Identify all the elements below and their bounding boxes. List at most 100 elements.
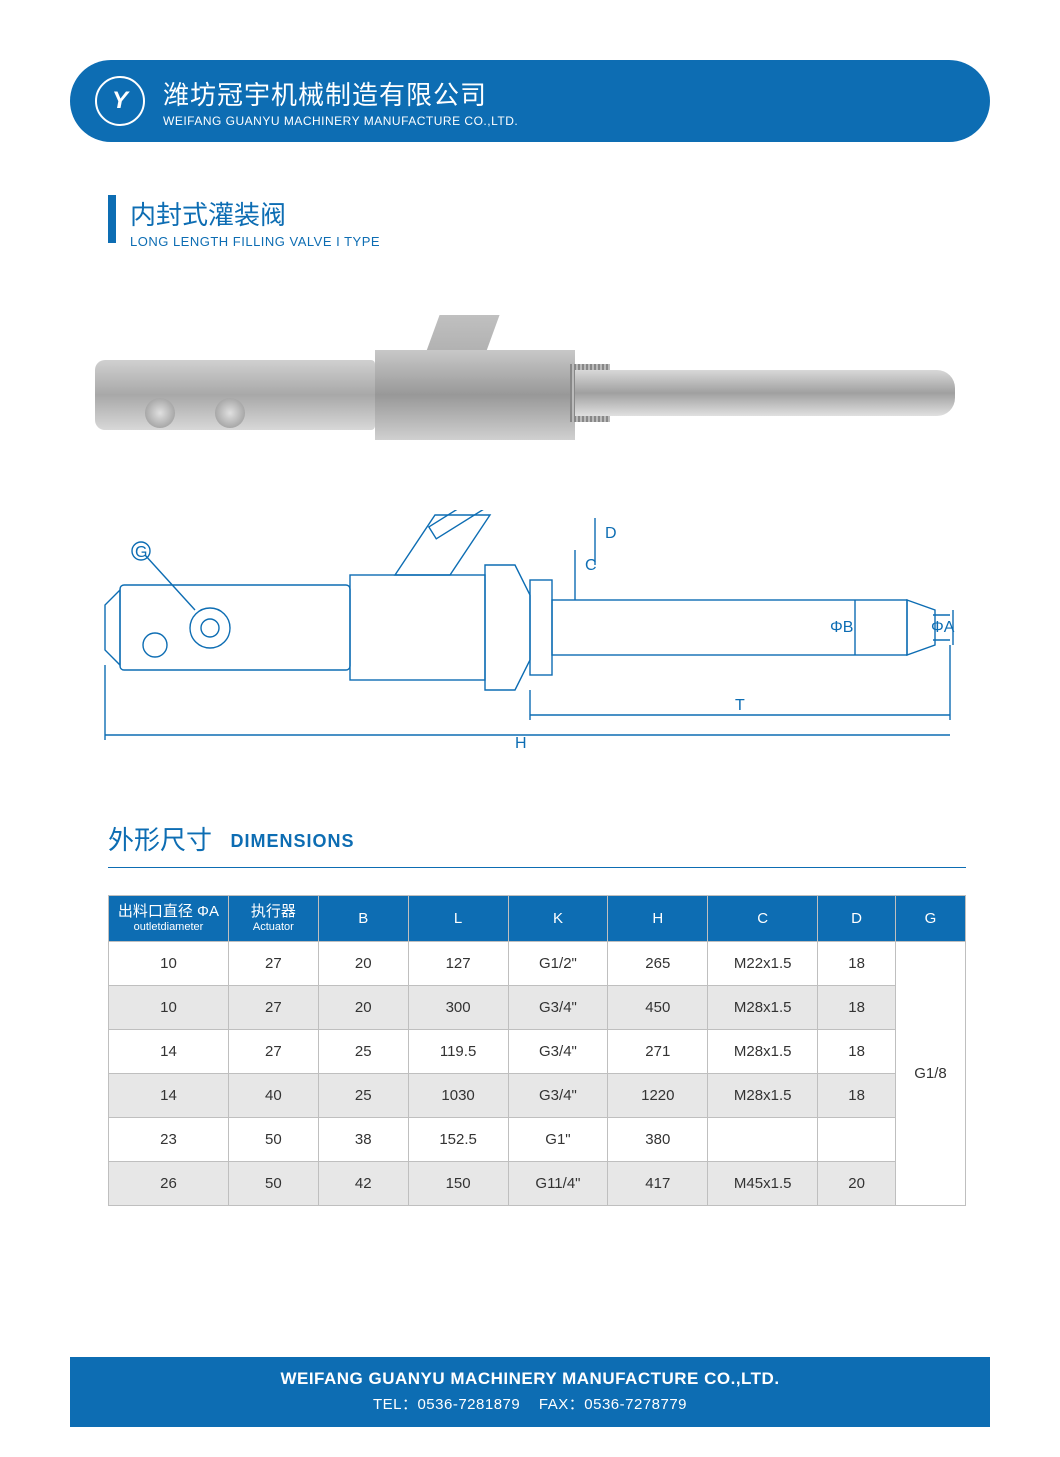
cell: M22x1.5 xyxy=(708,942,818,986)
photo-port xyxy=(215,398,245,428)
cell: 20 xyxy=(318,986,408,1030)
dim-label-phiA: ΦA xyxy=(931,619,955,636)
table-body: 10 27 20 127 G1/2" 265 M22x1.5 18 G1/8 1… xyxy=(109,942,966,1206)
footer-tel: 0536-7281879 xyxy=(417,1396,520,1413)
cell: 127 xyxy=(408,942,508,986)
company-name-cn: 潍坊冠宇机械制造有限公司 xyxy=(163,75,518,112)
cell: 271 xyxy=(608,1030,708,1074)
footer-fax: 0536-7278779 xyxy=(584,1396,687,1413)
cell: M28x1.5 xyxy=(708,1030,818,1074)
dimensions-heading: 外形尺寸 DIMENSIONS xyxy=(108,820,966,868)
col-C: C xyxy=(708,896,818,942)
cell-merged-G: G1/8 xyxy=(896,942,966,1206)
cell: 300 xyxy=(408,986,508,1030)
section-title-en: LONG LENGTH FILLING VALVE I TYPE xyxy=(130,234,380,249)
cell: 450 xyxy=(608,986,708,1030)
cell: M28x1.5 xyxy=(708,986,818,1030)
cell: 10 xyxy=(109,986,229,1030)
col-K: K xyxy=(508,896,608,942)
logo-letter: Y xyxy=(112,87,128,115)
table-row: 14 40 25 1030 G3/4" 1220 M28x1.5 18 xyxy=(109,1074,966,1118)
cell: 27 xyxy=(228,942,318,986)
cell: 26 xyxy=(109,1162,229,1206)
cell: 18 xyxy=(818,1030,896,1074)
col-sublabel: outletdiameter xyxy=(111,921,226,934)
cell: 42 xyxy=(318,1162,408,1206)
col-label: 执行器 xyxy=(251,903,296,920)
dim-label-H: H xyxy=(515,735,527,750)
dimensions-table: 出料口直径 ΦA outletdiameter 执行器 Actuator B L… xyxy=(108,895,966,1206)
cell: G3/4" xyxy=(508,986,608,1030)
cell: 40 xyxy=(228,1074,318,1118)
cell: G3/4" xyxy=(508,1074,608,1118)
technical-drawing: K D C G ΦB ΦA T H xyxy=(95,510,970,750)
footer-company: WEIFANG GUANYU MACHINERY MANUFACTURE CO.… xyxy=(70,1369,990,1389)
cell: 50 xyxy=(228,1118,318,1162)
table-header-row: 出料口直径 ΦA outletdiameter 执行器 Actuator B L… xyxy=(109,896,966,942)
cell: 10 xyxy=(109,942,229,986)
col-outlet: 出料口直径 ΦA outletdiameter xyxy=(109,896,229,942)
company-name-en: WEIFANG GUANYU MACHINERY MANUFACTURE CO.… xyxy=(163,114,518,128)
cell: 27 xyxy=(228,1030,318,1074)
dimensions-underline xyxy=(108,867,966,868)
cell: 50 xyxy=(228,1162,318,1206)
cell xyxy=(708,1118,818,1162)
dimensions-heading-en: DIMENSIONS xyxy=(230,831,354,852)
cell: G1" xyxy=(508,1118,608,1162)
cell: 119.5 xyxy=(408,1030,508,1074)
cell: 14 xyxy=(109,1074,229,1118)
col-actuator: 执行器 Actuator xyxy=(228,896,318,942)
cell: 265 xyxy=(608,942,708,986)
page: Y 潍坊冠宇机械制造有限公司 WEIFANG GUANYU MACHINERY … xyxy=(0,0,1060,1457)
dim-label-C: C xyxy=(585,557,597,574)
cell: 38 xyxy=(318,1118,408,1162)
photo-mid xyxy=(375,350,575,440)
cell: 18 xyxy=(818,942,896,986)
dim-label-G: G xyxy=(135,544,147,561)
title-text-block: 内封式灌装阀 LONG LENGTH FILLING VALVE I TYPE xyxy=(130,195,380,249)
cell: G1/2" xyxy=(508,942,608,986)
table-row: 14 27 25 119.5 G3/4" 271 M28x1.5 18 xyxy=(109,1030,966,1074)
cell: M45x1.5 xyxy=(708,1162,818,1206)
cell: 25 xyxy=(318,1030,408,1074)
section-title-cn: 内封式灌装阀 xyxy=(130,195,380,232)
cell: 1220 xyxy=(608,1074,708,1118)
cell: 18 xyxy=(818,1074,896,1118)
cell: 20 xyxy=(818,1162,896,1206)
cell: 18 xyxy=(818,986,896,1030)
cell: M28x1.5 xyxy=(708,1074,818,1118)
footer-fax-label: FAX： xyxy=(539,1396,584,1413)
cell: 25 xyxy=(318,1074,408,1118)
photo-tube xyxy=(575,370,955,416)
col-H: H xyxy=(608,896,708,942)
cell: 1030 xyxy=(408,1074,508,1118)
table-row: 10 27 20 300 G3/4" 450 M28x1.5 18 xyxy=(109,986,966,1030)
table-row: 26 50 42 150 G11/4" 417 M45x1.5 20 xyxy=(109,1162,966,1206)
cell: 23 xyxy=(109,1118,229,1162)
dim-label-T: T xyxy=(735,697,745,714)
header-banner: Y 潍坊冠宇机械制造有限公司 WEIFANG GUANYU MACHINERY … xyxy=(70,60,990,142)
col-G: G xyxy=(896,896,966,942)
table-row: 10 27 20 127 G1/2" 265 M22x1.5 18 G1/8 xyxy=(109,942,966,986)
dim-label-D: D xyxy=(605,525,617,542)
cell: G3/4" xyxy=(508,1030,608,1074)
product-photo xyxy=(95,320,970,460)
col-L: L xyxy=(408,896,508,942)
company-text-block: 潍坊冠宇机械制造有限公司 WEIFANG GUANYU MACHINERY MA… xyxy=(163,75,518,128)
title-accent-bar xyxy=(108,195,116,243)
footer: WEIFANG GUANYU MACHINERY MANUFACTURE CO.… xyxy=(70,1357,990,1427)
cell: 152.5 xyxy=(408,1118,508,1162)
col-D: D xyxy=(818,896,896,942)
cell: 150 xyxy=(408,1162,508,1206)
cell: 20 xyxy=(318,942,408,986)
cell: G11/4" xyxy=(508,1162,608,1206)
cell: 380 xyxy=(608,1118,708,1162)
dimensions-heading-cn: 外形尺寸 xyxy=(108,820,212,857)
cell: 14 xyxy=(109,1030,229,1074)
footer-tel-label: TEL： xyxy=(373,1396,418,1413)
photo-port xyxy=(145,398,175,428)
cell: 417 xyxy=(608,1162,708,1206)
company-logo-icon: Y xyxy=(95,76,145,126)
section-title: 内封式灌装阀 LONG LENGTH FILLING VALVE I TYPE xyxy=(108,195,380,249)
cell xyxy=(818,1118,896,1162)
